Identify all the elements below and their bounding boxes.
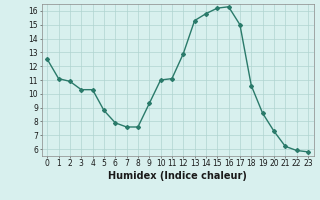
X-axis label: Humidex (Indice chaleur): Humidex (Indice chaleur) <box>108 171 247 181</box>
